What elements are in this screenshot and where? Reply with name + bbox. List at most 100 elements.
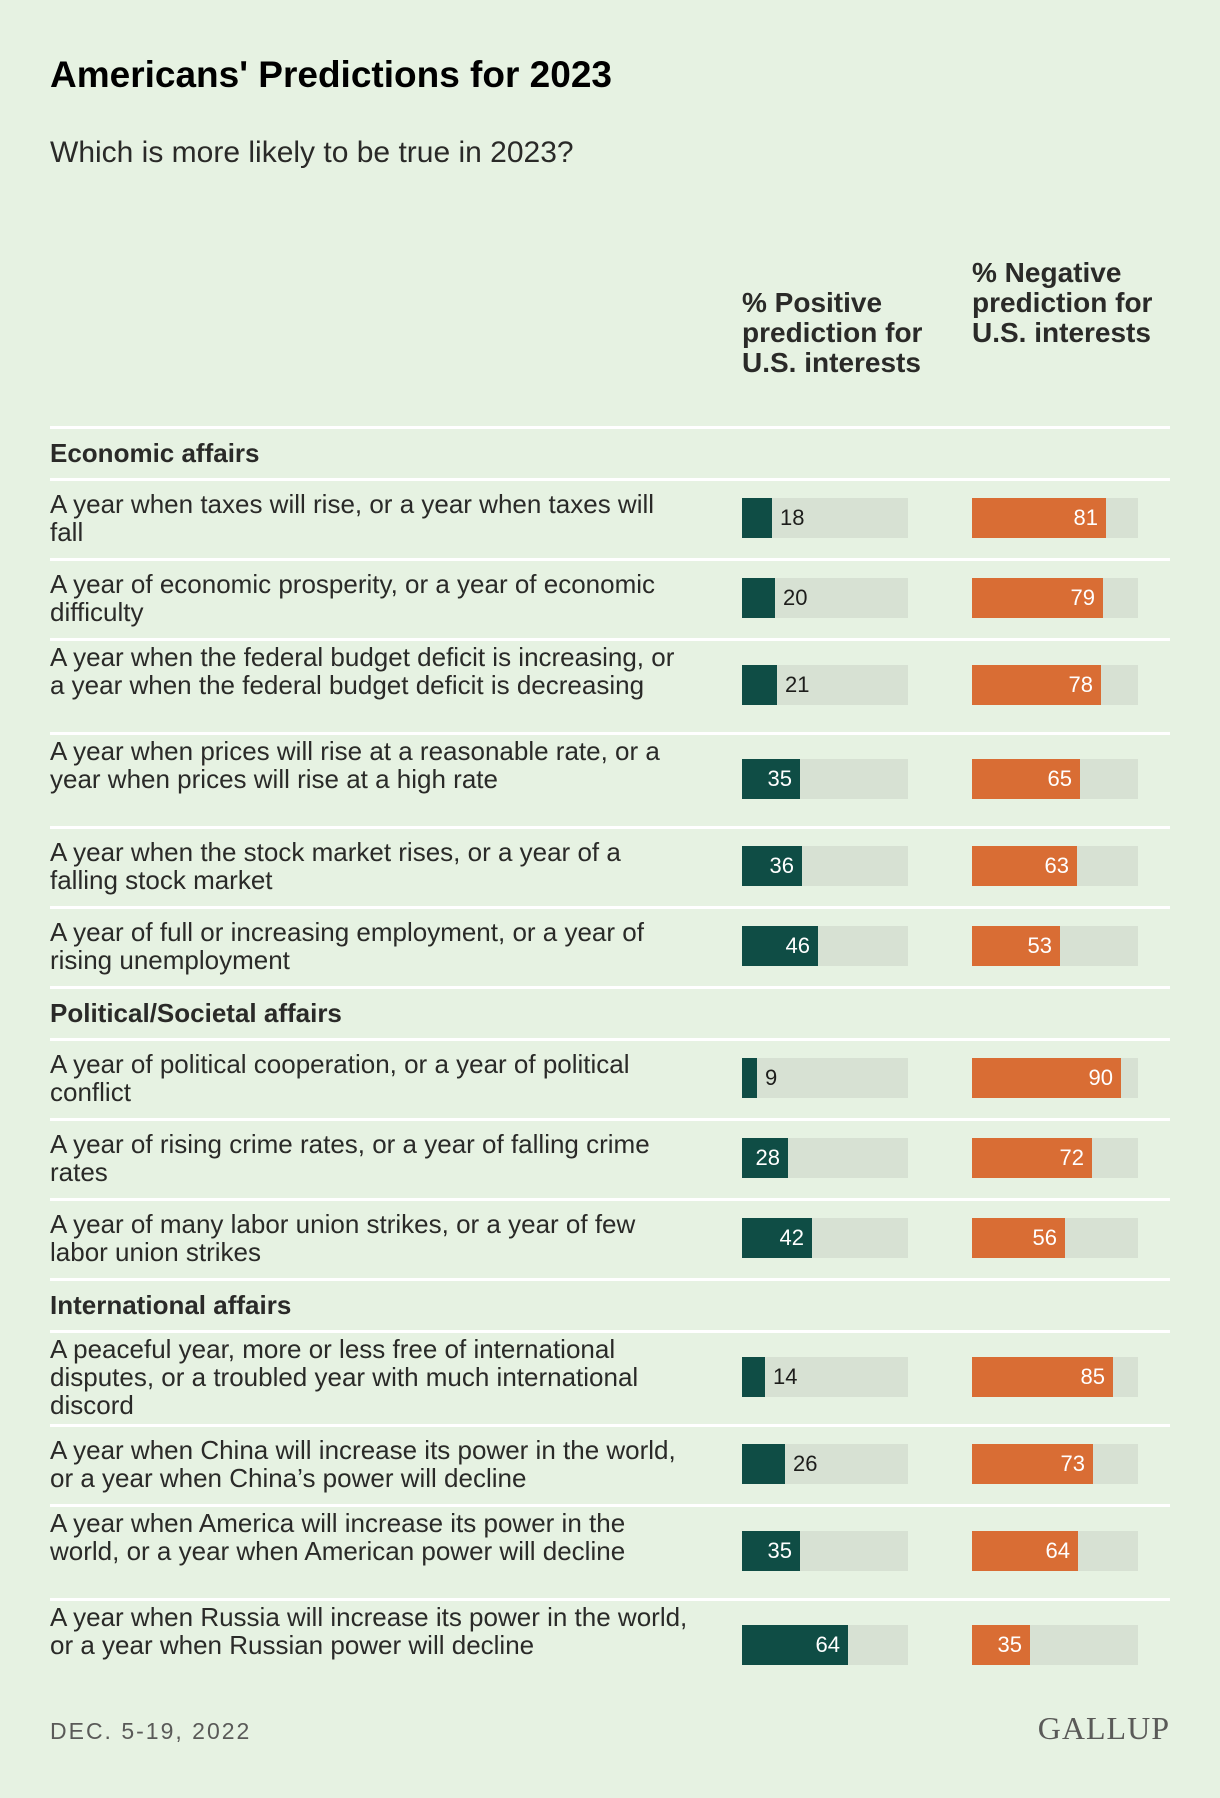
row-divider — [50, 478, 1170, 481]
positive-bar — [742, 846, 802, 886]
positive-bar-track: 9 — [742, 1058, 908, 1098]
positive-value-label: 20 — [783, 585, 808, 610]
positive-bar-track: 14 — [742, 1357, 908, 1397]
positive-value-label: 18 — [780, 505, 805, 530]
survey-date: DEC. 5-19, 2022 — [50, 1718, 252, 1744]
gallup-logo: GALLUP — [1037, 1710, 1170, 1746]
negative-bar — [972, 578, 1103, 618]
negative-bar-track: 63 — [972, 846, 1138, 886]
row-divider — [50, 1118, 1170, 1121]
negative-bar — [972, 1218, 1065, 1258]
positive-bar — [742, 1218, 812, 1258]
positive-value-label: 36 — [769, 853, 794, 878]
negative-value-label: 63 — [1044, 853, 1069, 878]
row-label: A year when the stock market rises, or a… — [50, 837, 621, 895]
negative-bar-track: 78 — [972, 665, 1138, 705]
row-divider — [50, 732, 1170, 735]
positive-bar-track: 36 — [742, 846, 908, 886]
negative-bar — [972, 1531, 1078, 1571]
positive-bar-track: 18 — [742, 498, 908, 538]
positive-bar — [742, 759, 800, 799]
row-divider — [50, 558, 1170, 561]
positive-value-label: 28 — [755, 1145, 780, 1170]
row-label: A year when taxes will rise, or a year w… — [50, 489, 655, 547]
positive-value-label: 9 — [765, 1065, 778, 1090]
positive-bar-track: 64 — [742, 1625, 908, 1665]
row-label: A year of full or increasing employment,… — [50, 917, 644, 975]
negative-bar-track: 35 — [972, 1625, 1138, 1665]
negative-value-label: 35 — [997, 1632, 1022, 1657]
positive-value-label: 35 — [767, 1538, 792, 1563]
negative-bar — [972, 1138, 1092, 1178]
row-label: A year when Russia will increase its pow… — [50, 1602, 688, 1660]
positive-bar-track: 35 — [742, 1531, 908, 1571]
chart-title: Americans' Predictions for 2023 — [50, 54, 612, 95]
positive-bar — [742, 1444, 785, 1484]
negative-value-label: 53 — [1027, 933, 1052, 958]
row-divider — [50, 1504, 1170, 1507]
positive-bar — [742, 1357, 765, 1397]
row-divider — [50, 1278, 1170, 1281]
negative-bar — [972, 759, 1080, 799]
row-divider — [50, 426, 1170, 429]
row-divider — [50, 638, 1170, 641]
positive-column-header: % Positive prediction for U.S. interests — [742, 287, 923, 378]
row-label: A year of rising crime rates, or a year … — [50, 1129, 650, 1187]
row-divider — [50, 1038, 1170, 1041]
positive-bar — [742, 1058, 757, 1098]
negative-value-label: 81 — [1073, 505, 1098, 530]
section-heading: International affairs — [50, 1290, 292, 1320]
negative-bar-track: 72 — [972, 1138, 1138, 1178]
row-label: A year when prices will rise at a reason… — [50, 736, 660, 794]
positive-value-label: 21 — [785, 672, 810, 697]
negative-value-label: 85 — [1080, 1364, 1105, 1389]
negative-bar-track: 65 — [972, 759, 1138, 799]
positive-value-label: 64 — [815, 1632, 840, 1657]
row-label: A year when America will increase its po… — [50, 1508, 626, 1566]
section-heading: Economic affairs — [50, 438, 260, 468]
negative-bar-track: 90 — [972, 1058, 1138, 1098]
negative-value-label: 56 — [1032, 1225, 1057, 1250]
positive-value-label: 35 — [767, 766, 792, 791]
negative-bar — [972, 846, 1077, 886]
negative-bar — [972, 1357, 1113, 1397]
row-divider — [50, 1198, 1170, 1201]
positive-bar — [742, 498, 772, 538]
negative-bar — [972, 498, 1106, 538]
positive-value-label: 46 — [785, 933, 810, 958]
positive-bar — [742, 1138, 788, 1178]
negative-bar — [972, 1625, 1030, 1665]
positive-value-label: 14 — [773, 1364, 798, 1389]
negative-value-label: 65 — [1047, 766, 1072, 791]
row-label: A year when China will increase its powe… — [50, 1435, 676, 1493]
positive-value-label: 42 — [779, 1225, 804, 1250]
row-label: A year of political cooperation, or a ye… — [50, 1049, 630, 1107]
row-label: A year of many labor union strikes, or a… — [50, 1209, 636, 1267]
positive-value-label: 26 — [793, 1451, 818, 1476]
negative-bar — [972, 926, 1060, 966]
negative-bar — [972, 1444, 1093, 1484]
positive-bar — [742, 665, 777, 705]
negative-bar-track: 79 — [972, 578, 1138, 618]
negative-value-label: 78 — [1068, 672, 1093, 697]
section-heading: Political/Societal affairs — [50, 998, 342, 1028]
row-divider — [50, 986, 1170, 989]
chart-subtitle: Which is more likely to be true in 2023? — [50, 136, 574, 169]
negative-value-label: 90 — [1088, 1065, 1113, 1090]
positive-bar-track: 35 — [742, 759, 908, 799]
positive-bar-track: 46 — [742, 926, 908, 966]
negative-value-label: 64 — [1045, 1538, 1070, 1563]
row-label: A year when the federal budget deficit i… — [50, 642, 675, 700]
negative-bar — [972, 1058, 1121, 1098]
row-divider — [50, 1330, 1170, 1333]
positive-bar — [742, 926, 818, 966]
row-divider — [50, 906, 1170, 909]
row-label: A year of economic prosperity, or a year… — [50, 569, 656, 627]
positive-bar — [742, 578, 775, 618]
negative-value-label: 79 — [1070, 585, 1095, 610]
negative-bar-track: 85 — [972, 1357, 1138, 1397]
negative-bar — [972, 665, 1101, 705]
positive-bar — [742, 1531, 800, 1571]
negative-bar-track: 64 — [972, 1531, 1138, 1571]
row-divider — [50, 1424, 1170, 1427]
